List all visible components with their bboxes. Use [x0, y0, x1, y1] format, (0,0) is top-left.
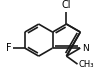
Text: N: N: [82, 44, 89, 53]
Text: CH₃: CH₃: [78, 60, 94, 69]
Text: F: F: [6, 43, 12, 53]
Text: Cl: Cl: [62, 0, 71, 10]
